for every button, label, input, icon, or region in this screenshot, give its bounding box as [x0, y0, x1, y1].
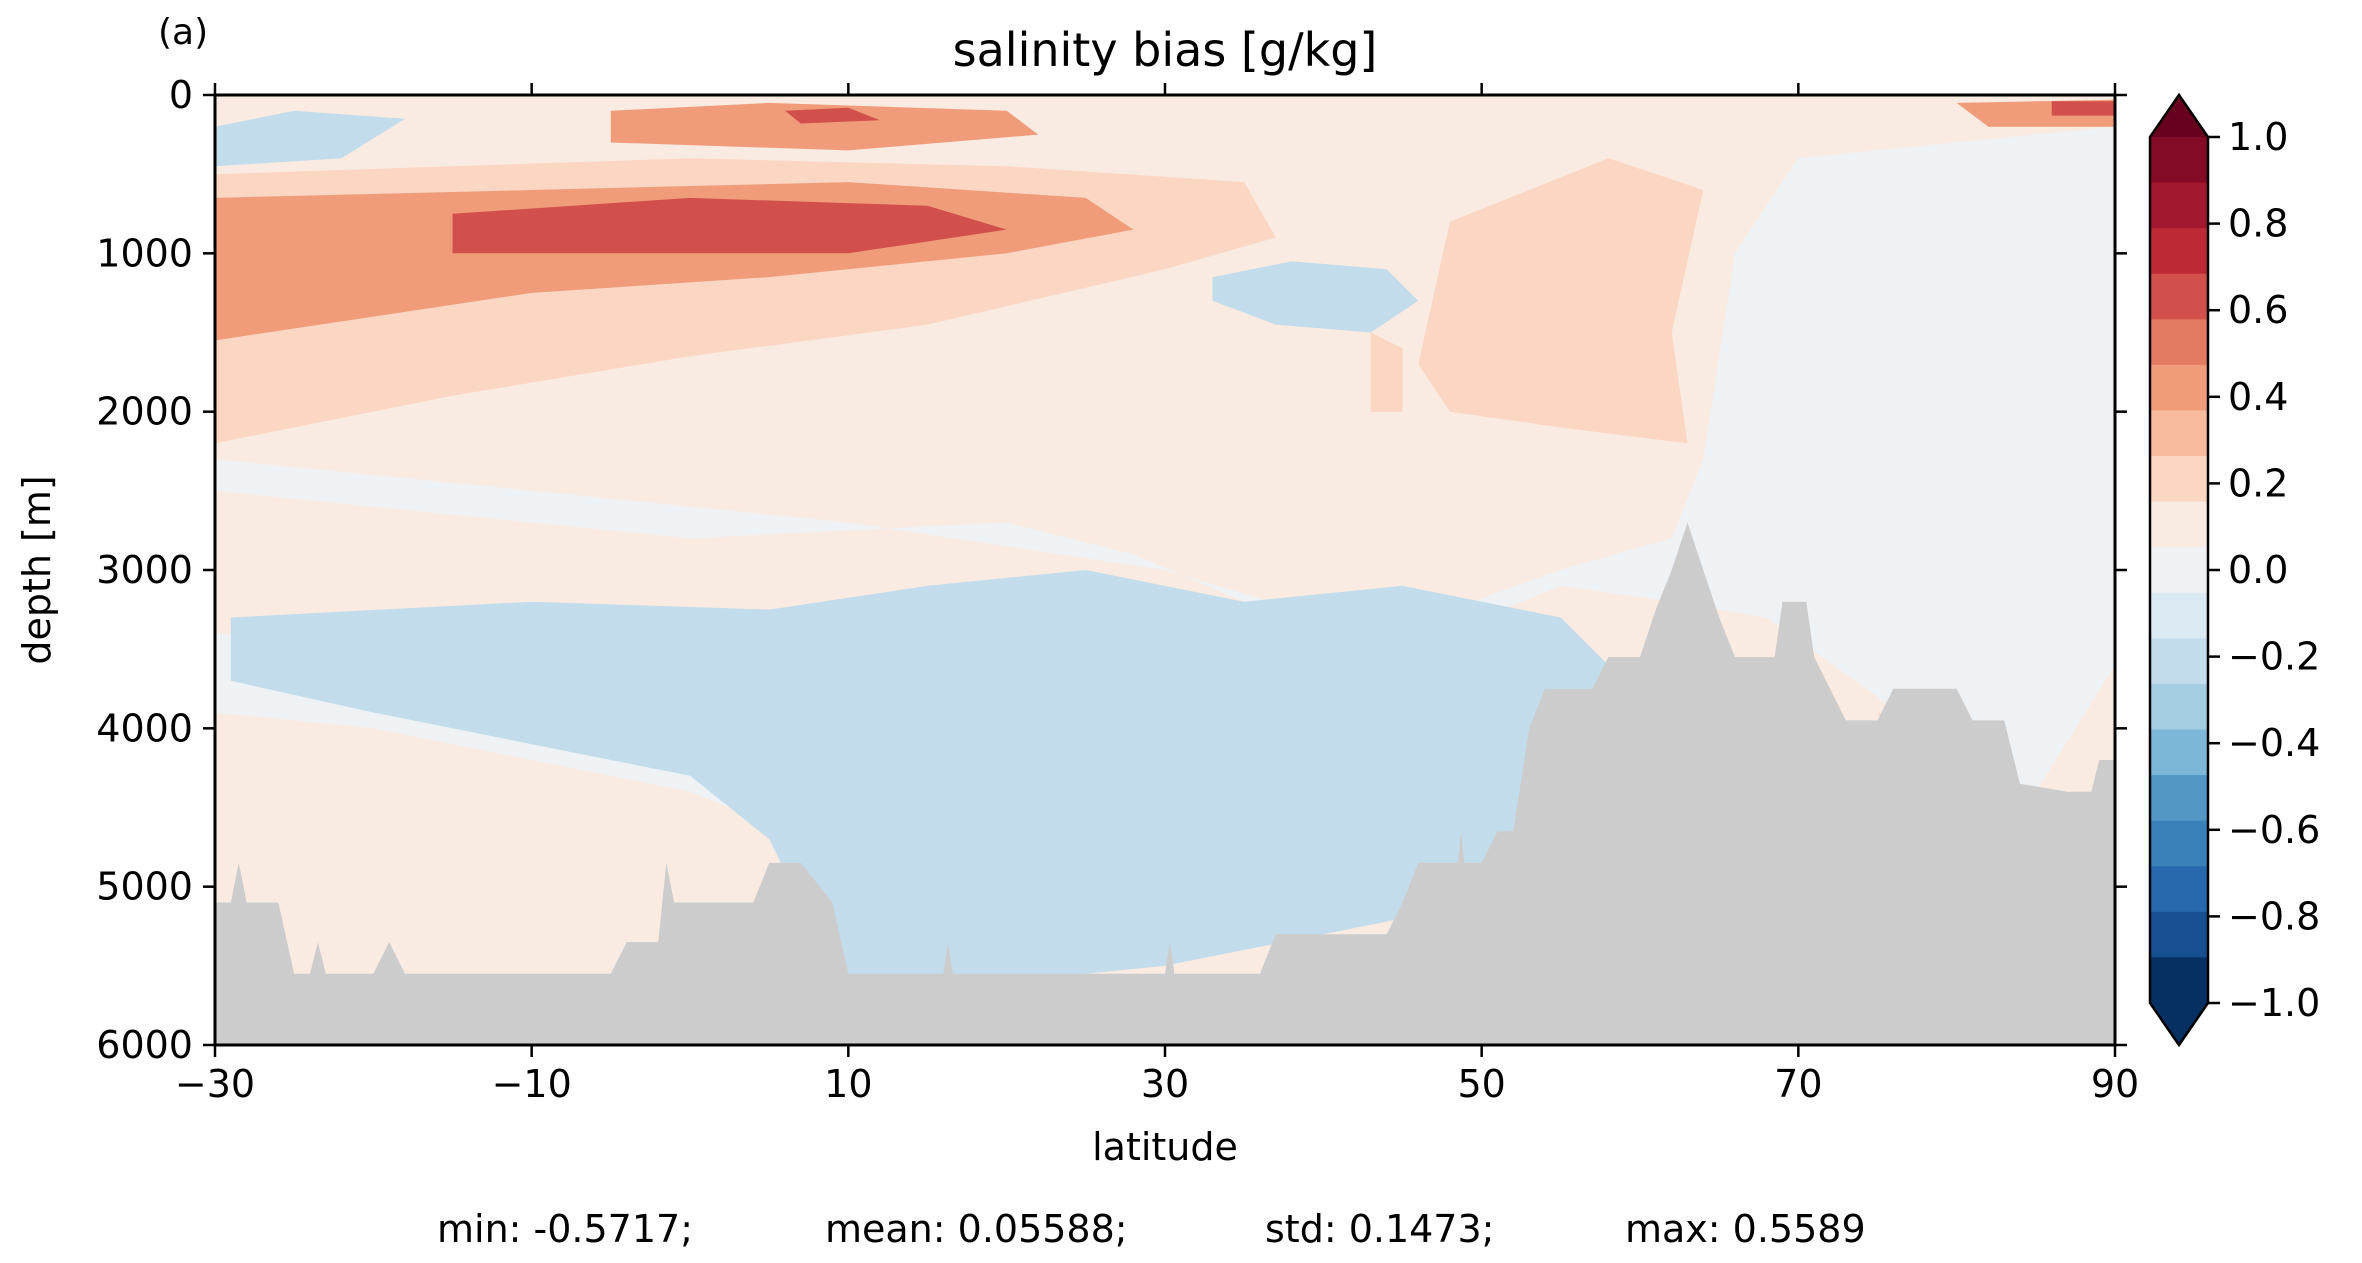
- colorbar-tick-label: 0.4: [2228, 375, 2288, 419]
- stats-max: max: 0.5589: [1625, 1207, 1866, 1251]
- stats-min: min: -0.5717;: [437, 1207, 693, 1251]
- y-tick-label: 0: [169, 73, 193, 117]
- colorbar-level: [2150, 273, 2208, 320]
- x-tick-label: 70: [1774, 1062, 1822, 1106]
- colorbar-level: [2150, 501, 2208, 548]
- colorbar-level: [2150, 592, 2208, 639]
- x-tick-label: 10: [824, 1062, 872, 1106]
- colorbar-level: [2150, 319, 2208, 366]
- colorbar-level: [2150, 456, 2208, 503]
- colorbar-level: [2150, 866, 2208, 913]
- axis-ticks: −30 −10 10 30 50 70 90 0 1000 2000 3000 4000 5000 600…: [96, 73, 2139, 1106]
- y-tick-label: 3000: [96, 548, 193, 592]
- colorbar-tick-label: 0.2: [2228, 461, 2288, 505]
- colorbar-tick-label: −0.2: [2228, 635, 2320, 679]
- colorbar-tick-label: −0.4: [2228, 721, 2320, 765]
- colorbar-tick-label: −0.8: [2228, 894, 2320, 938]
- colorbar-level: [2150, 547, 2208, 594]
- bias-region: [230, 570, 1609, 982]
- bias-region: [1370, 332, 1403, 412]
- y-tick-label: 6000: [96, 1023, 193, 1067]
- x-tick-label: −10: [492, 1062, 572, 1106]
- y-tick-label: 4000: [96, 706, 193, 750]
- x-tick-label: 30: [1141, 1062, 1189, 1106]
- colorbar-level: [2150, 137, 2208, 184]
- y-tick-label: 1000: [96, 231, 193, 275]
- x-tick-label: 50: [1457, 1062, 1505, 1106]
- x-tick-label: 90: [2091, 1062, 2139, 1106]
- colorbar-tick-label: 0.0: [2228, 548, 2288, 592]
- colorbar-level: [2150, 364, 2208, 412]
- colorbar-extend-high: [2150, 95, 2208, 137]
- colorbar-level: [2150, 775, 2208, 822]
- colorbar-level: [2150, 820, 2208, 867]
- colorbar-extend-low: [2150, 1003, 2208, 1045]
- bias-region: [2051, 101, 2115, 116]
- y-tick-label: 5000: [96, 865, 193, 909]
- colorbar-tick-label: 0.8: [2228, 202, 2288, 246]
- bias-region: [1418, 158, 1704, 444]
- panel-label: (a): [158, 12, 208, 53]
- bias-region: [1212, 261, 1419, 333]
- bias-region: [785, 107, 880, 124]
- x-tick-label: −30: [175, 1062, 255, 1106]
- colorbar-level: [2150, 638, 2208, 685]
- colorbar-level: [2150, 911, 2208, 959]
- bias-region: [452, 197, 1007, 254]
- chart-title: salinity bias [g/kg]: [953, 23, 1378, 77]
- bias-region: [610, 102, 1039, 151]
- plot-area: −30 −10 10 30 50 70 90 0 1000 2000 3000 4000 5000 600…: [96, 73, 2139, 1106]
- colorbar-level: [2150, 729, 2208, 776]
- colorbar-tick-label: −0.6: [2228, 808, 2320, 852]
- colorbar-tick-label: −1.0: [2228, 981, 2320, 1025]
- y-axis-label: depth [m]: [15, 475, 59, 664]
- stats-line: min: -0.5717; mean: 0.05588; std: 0.1473…: [437, 1207, 1866, 1251]
- stats-std: std: 0.1473;: [1265, 1207, 1494, 1251]
- stats-mean: mean: 0.05588;: [825, 1207, 1128, 1251]
- x-axis-label: latitude: [1092, 1125, 1238, 1169]
- colorbar-level: [2150, 228, 2208, 275]
- colorbar: 1.0 0.8 0.6 0.4 0.2 0.0 −0.2 −0.4 −0.6 −0.8 −1.0: [2148, 92, 2320, 1048]
- colorbar-level: [2150, 182, 2208, 229]
- colorbar-tick-label: 0.6: [2228, 288, 2288, 332]
- bathymetry-mask: [215, 522, 2115, 1045]
- y-tick-label: 2000: [96, 390, 193, 434]
- colorbar-tick-label: 1.0: [2228, 115, 2288, 159]
- colorbar-level: [2150, 683, 2208, 731]
- colorbar-level: [2150, 957, 2208, 1004]
- bias-region: [215, 110, 405, 167]
- colorbar-level: [2150, 410, 2208, 457]
